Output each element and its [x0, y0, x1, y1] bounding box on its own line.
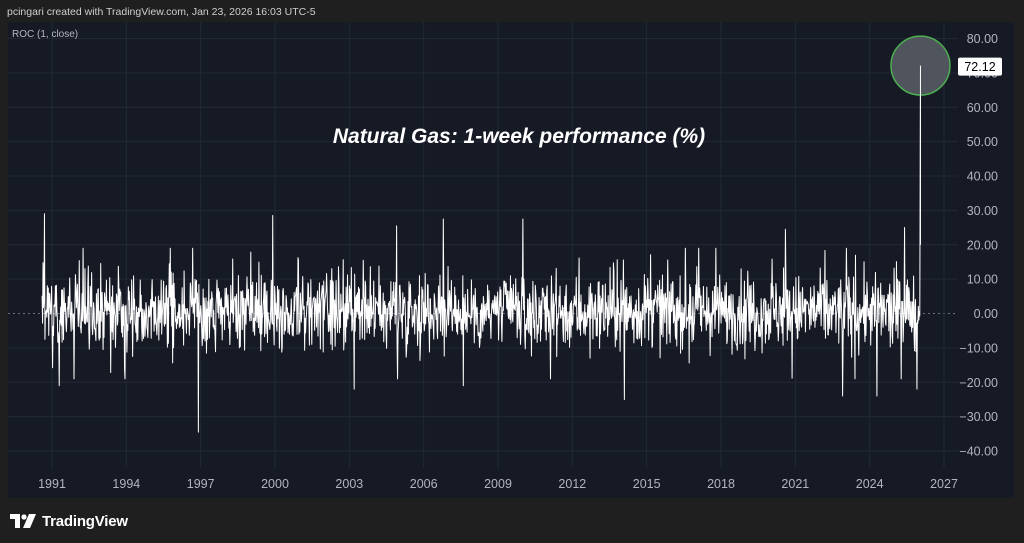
x-tick-label: 2012	[558, 477, 586, 491]
y-tick-label: −20.00	[959, 376, 998, 390]
y-tick-label: 80.00	[967, 32, 998, 46]
x-tick-label: 2009	[484, 477, 512, 491]
chart-title: Natural Gas: 1-week performance (%)	[333, 125, 705, 148]
chart-caption: pcingari created with TradingView.com, J…	[7, 6, 316, 18]
y-tick-label: 0.00	[974, 307, 998, 321]
x-tick-label: 2000	[261, 477, 289, 491]
x-tick-label: 2015	[633, 477, 661, 491]
highlight-group	[890, 35, 951, 245]
x-tick-label: 2018	[707, 477, 735, 491]
study-label: ROC (1, close)	[12, 29, 79, 40]
y-tick-label: −10.00	[959, 341, 998, 355]
y-tick-label: 40.00	[967, 170, 998, 184]
roc-series-line	[41, 65, 921, 433]
y-tick-label: 50.00	[967, 135, 998, 149]
roc-series	[41, 65, 921, 433]
footer-branding: TradingView	[10, 510, 128, 532]
y-tick-label: 30.00	[967, 204, 998, 218]
x-tick-label: 2003	[335, 477, 363, 491]
x-tick-label: 2006	[410, 477, 438, 491]
x-tick-label: 1994	[112, 477, 140, 491]
y-tick-label: 60.00	[967, 101, 998, 115]
y-tick-label: 10.00	[967, 273, 998, 287]
last-value-label: 72.12	[964, 60, 995, 74]
x-tick-label: 2027	[930, 477, 958, 491]
x-tick-label: 2024	[856, 477, 884, 491]
grid-lines	[8, 22, 958, 468]
last-value-badge	[958, 57, 1002, 76]
y-tick-label: 20.00	[967, 238, 998, 252]
x-tick-label: 1997	[187, 477, 215, 491]
x-tick-label: 1991	[38, 477, 66, 491]
brand-name: TradingView	[42, 512, 128, 530]
x-axis: 1991 1994 1997 2000 2003 2006 2009 2012 2015 2018…	[38, 477, 958, 491]
tradingview-logo-icon	[10, 514, 36, 528]
x-tick-label: 2021	[781, 477, 809, 491]
y-tick-label: −40.00	[959, 445, 998, 459]
y-tick-label: −30.00	[959, 410, 998, 424]
y-axis: 80.0070.0060.0050.0040.0030.0020.0010.00…	[958, 32, 1002, 459]
